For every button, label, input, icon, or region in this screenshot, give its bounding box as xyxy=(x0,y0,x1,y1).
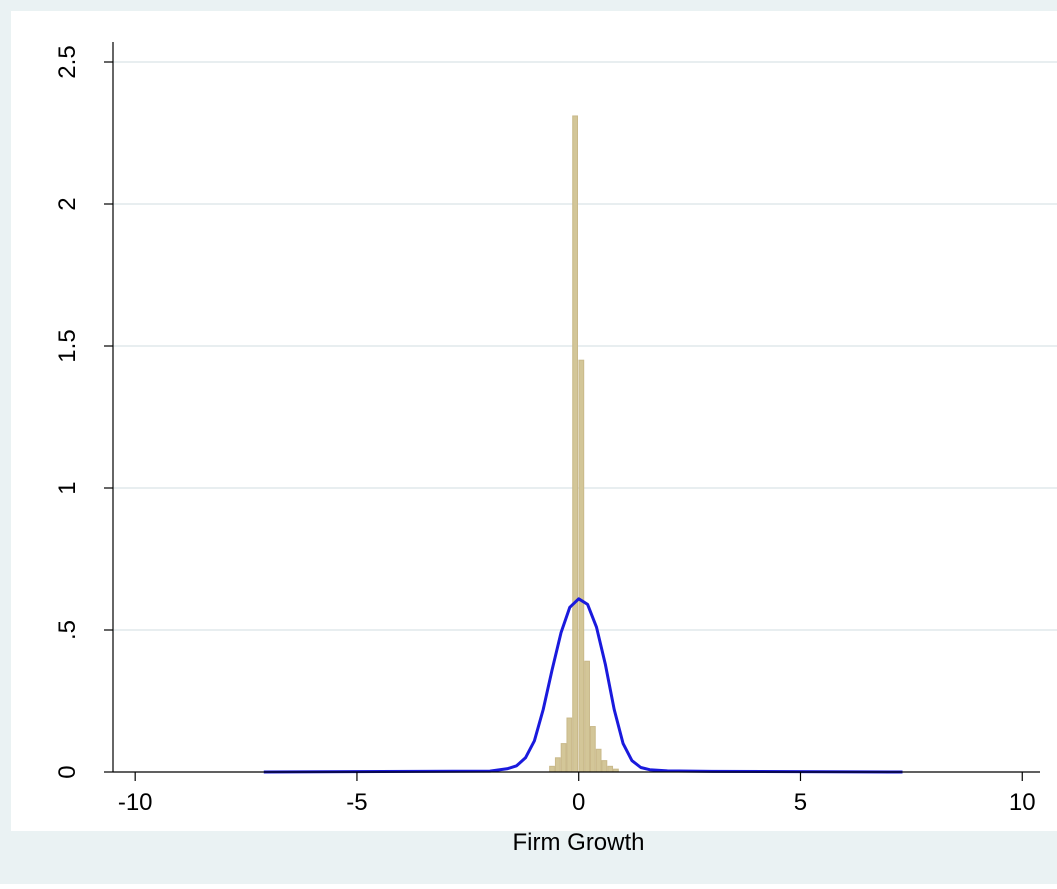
histogram-bar xyxy=(589,726,596,773)
y-axis-ticks: 0 .5 1 1.5 2 2.5 xyxy=(54,45,113,779)
x-tick-label: -5 xyxy=(346,789,367,816)
x-tick-label: 10 xyxy=(1009,789,1036,816)
histogram-bar xyxy=(549,765,555,773)
x-tick-label: 5 xyxy=(794,789,807,816)
histogram-bar xyxy=(601,760,608,773)
x-tick-label: -10 xyxy=(118,789,153,816)
histogram-bar xyxy=(607,765,614,773)
x-axis-ticks: -10 -5 0 5 10 xyxy=(118,772,1036,816)
axes xyxy=(112,42,1040,773)
y-tick-label: 2 xyxy=(54,197,81,210)
histogram-bar xyxy=(554,757,561,773)
histogram-bar xyxy=(566,717,573,773)
x-tick-label: 0 xyxy=(572,789,585,816)
y-tick-label: .5 xyxy=(54,620,81,640)
y-tick-label: 0 xyxy=(54,765,81,778)
histogram-bar xyxy=(595,748,602,773)
x-axis-title: Firm Growth xyxy=(513,829,645,856)
histogram-bar xyxy=(572,115,578,773)
histogram-bar xyxy=(584,660,590,773)
y-tick-label: 2.5 xyxy=(54,45,81,78)
density-curves xyxy=(263,597,903,774)
y-tick-label: 1.5 xyxy=(54,329,81,362)
histogram-bar xyxy=(560,743,567,773)
histogram-bar xyxy=(578,359,585,773)
grid-lines xyxy=(113,61,1057,631)
y-tick-label: 1 xyxy=(54,481,81,494)
plot-background xyxy=(11,11,1057,831)
density-curve xyxy=(263,597,903,774)
